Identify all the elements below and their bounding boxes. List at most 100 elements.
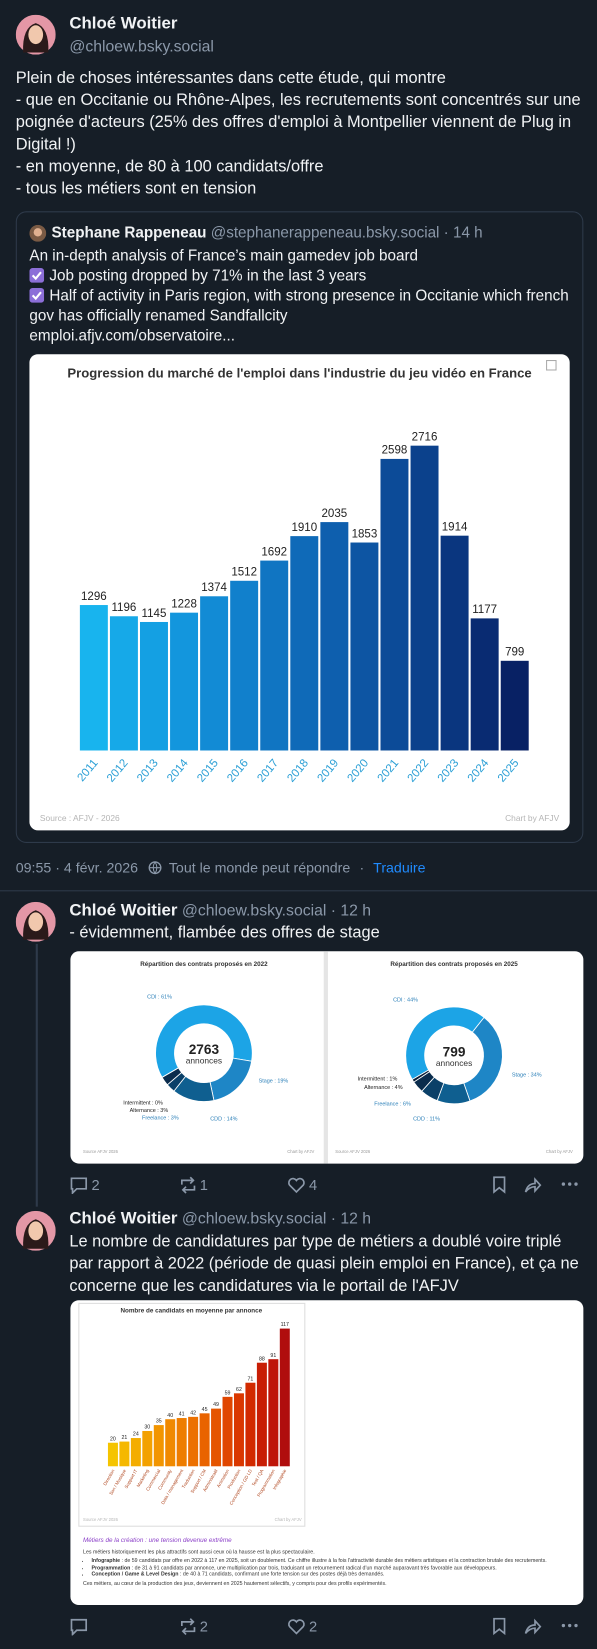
meta: @chloew.bsky.social · 12 h xyxy=(181,901,372,920)
bar xyxy=(268,1359,279,1467)
value-label: 799 xyxy=(505,647,524,659)
quote-card[interactable] xyxy=(15,211,584,843)
bookmark-button[interactable] xyxy=(492,1176,507,1194)
paragraph: - en moyenne, de 80 à 100 candidats/offr… xyxy=(15,157,324,176)
x-tick-label: 2024 xyxy=(466,757,492,785)
bar xyxy=(233,1393,244,1467)
bar xyxy=(256,1362,267,1467)
note-text: : de 31 à 91 candidats par annonce, une … xyxy=(130,1564,497,1571)
bar xyxy=(188,1416,199,1467)
translate-link[interactable]: Traduire xyxy=(373,859,426,876)
chart: Répartition des contrats proposés en 202… xyxy=(83,951,573,1164)
reply-count: 2 xyxy=(91,1176,100,1193)
link[interactable]: emploi.afjv.com/observatoire... xyxy=(29,327,235,345)
reply-header: Chloé Woitier @chloew.bsky.social · 12 h xyxy=(69,1210,371,1229)
note-text: : de 40 à 71 candidats, confirmant une f… xyxy=(178,1571,385,1578)
slice-label: Alternance : 4% xyxy=(364,1085,403,1091)
share-button[interactable] xyxy=(523,1176,542,1194)
timestamp: 09:55 · 4 févr. 2026 xyxy=(15,859,139,876)
value-label: 1374 xyxy=(201,582,227,594)
center-value: 799 xyxy=(443,1044,466,1059)
bar xyxy=(350,542,379,751)
credit: Chart by AFJV xyxy=(287,1149,314,1154)
note-outro: Ces métiers, au cœur de la production de… xyxy=(83,1580,387,1587)
more-button[interactable] xyxy=(561,1623,578,1628)
action-bar: 2 1 4 xyxy=(69,1175,584,1196)
paragraph: - que en Occitanie ou Rhône-Alpes, les r… xyxy=(15,91,581,154)
share-button[interactable] xyxy=(523,1618,542,1636)
note-intro: Les métiers historiquement les plus attr… xyxy=(83,1548,315,1556)
x-tick-label: 2016 xyxy=(225,757,251,784)
source: Source AFJV 2026 xyxy=(335,1149,371,1154)
note-item: Programmation : de 31 à 91 candidats par… xyxy=(91,1565,577,1572)
value-label: 2598 xyxy=(382,445,408,457)
more-button[interactable] xyxy=(561,1181,578,1186)
reply-header: Chloé Woitier @chloew.bsky.social · 12 h xyxy=(69,902,371,921)
source: Source AFJV 2026 xyxy=(83,1149,119,1154)
separator: · xyxy=(359,859,365,876)
reply-button[interactable] xyxy=(69,1176,88,1195)
bar xyxy=(211,1408,222,1467)
meta: @chloew.bsky.social · 12 h xyxy=(181,1209,372,1228)
slice-label: Alternance : 3% xyxy=(130,1108,169,1114)
source: Source : AFJV - 2026 xyxy=(40,813,120,823)
bookmark-button[interactable] xyxy=(492,1617,507,1636)
note-item: Infographie : de 59 candidats par offre … xyxy=(91,1558,577,1565)
slice-label: CDD : 11% xyxy=(413,1116,440,1122)
reply-button[interactable] xyxy=(69,1618,88,1636)
action-bar: 2 2 xyxy=(69,1617,584,1638)
x-tick-label: 2015 xyxy=(195,757,221,784)
credit: Chart by AFJV xyxy=(505,813,559,823)
repost-button[interactable] xyxy=(179,1176,198,1194)
value-label: 45 xyxy=(202,1407,208,1413)
like-button[interactable] xyxy=(287,1618,306,1636)
value-label: 20 xyxy=(110,1436,116,1442)
x-tick-label: 2023 xyxy=(436,757,462,784)
chart-title: Nombre de candidats en moyenne par annon… xyxy=(120,1307,262,1314)
avatar[interactable] xyxy=(15,1210,56,1251)
line: Half of activity in Paris region, with s… xyxy=(29,287,570,327)
line: An in-depth analysis of France’s main ga… xyxy=(29,248,419,265)
avatar[interactable] xyxy=(15,14,56,55)
chart-title: Progression du marché de l'emploi dans l… xyxy=(67,366,531,381)
chart-image[interactable]: Répartition des contrats proposés en 202… xyxy=(70,951,584,1164)
bar xyxy=(199,1413,210,1467)
like-button[interactable] xyxy=(287,1176,306,1194)
x-tick-label: 2021 xyxy=(376,757,402,784)
value-label: 1196 xyxy=(112,602,137,614)
slice-label: Stage : 19% xyxy=(259,1079,289,1085)
center-label: annonces xyxy=(436,1058,472,1068)
thread-line xyxy=(35,943,38,1207)
note-term: Programmation xyxy=(91,1564,131,1571)
author: Chloé Woitier xyxy=(69,901,178,920)
post-text: Plein de choses intéressantes dans cette… xyxy=(16,67,584,199)
value-label: 88 xyxy=(259,1356,265,1362)
note-list: Infographie : de 59 candidats par offre … xyxy=(83,1558,577,1578)
source: Source AFJV 2026 xyxy=(83,1517,119,1522)
avatar[interactable] xyxy=(15,901,56,942)
value-label: 117 xyxy=(281,1322,289,1328)
value-label: 2035 xyxy=(322,508,348,520)
quote-avatar xyxy=(29,224,47,242)
bar xyxy=(410,445,439,751)
bar xyxy=(380,458,409,751)
repost-button[interactable] xyxy=(179,1618,198,1636)
quote-author: Stephane Rappeneau xyxy=(51,224,207,242)
paragraph: - tous les métiers sont en tension xyxy=(15,179,257,198)
chart-image[interactable]: Progression du marché de l'emploi dans l… xyxy=(29,354,570,831)
slice-label: Intermittent : 0% xyxy=(123,1101,163,1107)
slice xyxy=(161,1067,179,1078)
value-label: 1914 xyxy=(442,521,468,533)
value-label: 1296 xyxy=(81,591,107,603)
note-title: Métiers de la création : une tension dev… xyxy=(83,1537,232,1545)
slice-label: Intermittent : 1% xyxy=(358,1077,398,1083)
bar xyxy=(165,1419,176,1467)
value-label: 21 xyxy=(121,1435,127,1441)
like-count: 4 xyxy=(309,1176,318,1193)
bar xyxy=(200,596,229,751)
slice-label: CDI : 61% xyxy=(147,995,172,1001)
value-label: 42 xyxy=(190,1410,196,1416)
value-label: 49 xyxy=(213,1402,219,1408)
chart-image[interactable]: Nombre de candidats en moyenne par annon… xyxy=(70,1300,584,1606)
